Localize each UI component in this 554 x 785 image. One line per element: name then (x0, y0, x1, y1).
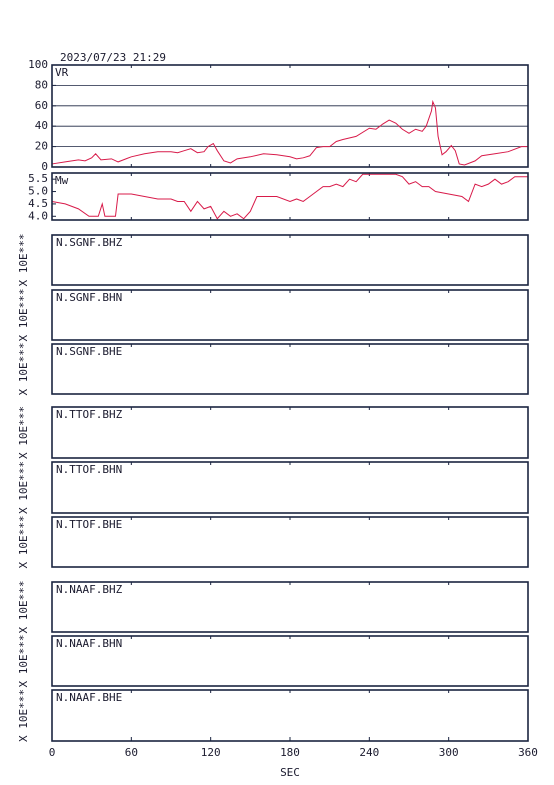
x-tick-label: 360 (518, 746, 538, 759)
x-tick-label: 120 (201, 746, 221, 759)
panel-frame (51, 461, 529, 514)
panel-frame (51, 343, 529, 395)
x-tick-label: 60 (125, 746, 138, 759)
y-tick-label: 100 (28, 58, 48, 71)
panel-frame (51, 289, 529, 341)
x-axis-label: SEC (280, 766, 300, 779)
y-tick-label: 60 (35, 99, 48, 112)
y-tick-label: 20 (35, 140, 48, 153)
panel-frame (51, 234, 529, 286)
panel-label: VR (55, 66, 69, 79)
panel-label: N.TTOF.BHZ (56, 408, 123, 421)
x-tick-label: 240 (359, 746, 379, 759)
panel-frame (51, 64, 529, 168)
panel-label: Mw (55, 174, 69, 187)
y-tick-label: 80 (35, 78, 48, 91)
panel-label: N.SGNF.BHZ (56, 236, 123, 249)
y-tick-label: 5.0 (28, 185, 48, 198)
side-label: X 10E*** (17, 461, 30, 514)
panel-frame (51, 172, 529, 221)
panel-label: N.NAAF.BHE (56, 691, 122, 704)
y-tick-label: 40 (35, 119, 48, 132)
panel-label: N.SGNF.BHE (56, 345, 122, 358)
panel-frame (51, 406, 529, 459)
y-tick-label: 0 (41, 160, 48, 173)
side-label: X 10E*** (17, 234, 30, 287)
panel-label: N.NAAF.BHN (56, 637, 122, 650)
side-label: X 10E*** (17, 289, 30, 342)
side-label: X 10E*** (17, 689, 30, 742)
panel-frame (51, 689, 529, 742)
panel-label: N.NAAF.BHZ (56, 583, 123, 596)
panel-label: N.TTOF.BHN (56, 463, 122, 476)
side-label: X 10E*** (17, 581, 30, 634)
panel-frame (51, 581, 529, 633)
panel-label: N.SGNF.BHN (56, 291, 122, 304)
y-tick-label: 4.5 (28, 197, 48, 210)
x-tick-label: 300 (439, 746, 459, 759)
y-tick-label: 5.5 (28, 172, 48, 185)
x-tick-label: 180 (280, 746, 300, 759)
side-label: X 10E*** (17, 635, 30, 688)
title: 2023/07/23 21:29 (60, 51, 166, 64)
side-label: X 10E*** (17, 343, 30, 396)
series-line (51, 99, 528, 166)
panel-label: N.TTOF.BHE (56, 518, 122, 531)
x-tick-label: 0 (49, 746, 56, 759)
side-label: X 10E*** (17, 516, 30, 569)
panel-frame (51, 516, 529, 568)
side-label: X 10E*** (17, 406, 30, 459)
y-tick-label: 4.0 (28, 209, 48, 222)
panel-frame (51, 635, 529, 687)
series-line (51, 173, 528, 220)
